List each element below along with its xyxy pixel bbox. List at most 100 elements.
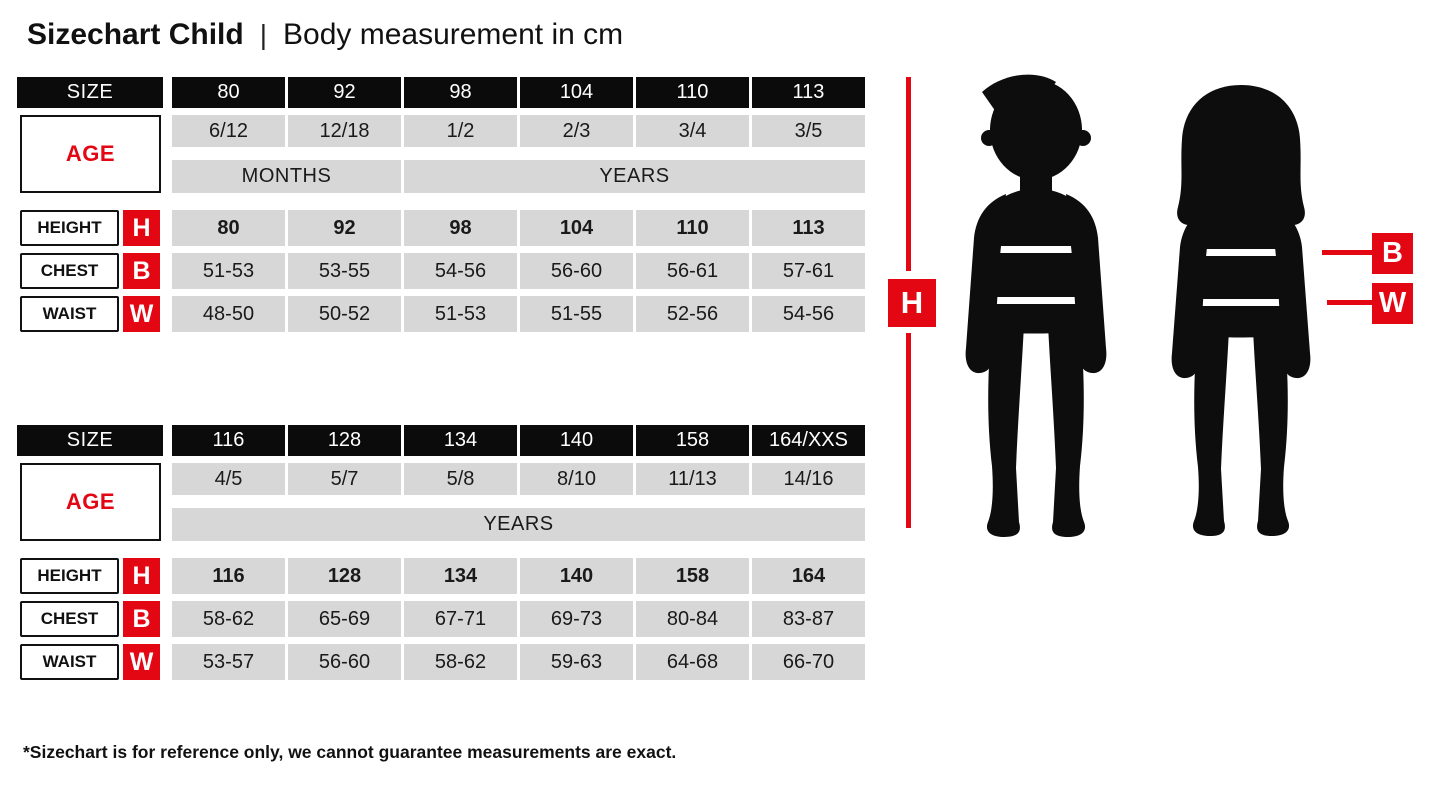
waist-value: 54-56	[752, 296, 865, 332]
size-value: 116	[172, 425, 285, 456]
age-value: 3/5	[752, 115, 865, 147]
height-value: 158	[636, 558, 749, 594]
age-units-row: MONTHS YEARS	[172, 160, 869, 193]
size-value: 80	[172, 77, 285, 108]
height-value: 128	[288, 558, 401, 594]
waist-row: WAIST W 48-50 50-52 51-53 51-55 52-56 54…	[20, 296, 869, 332]
size-value: 92	[288, 77, 401, 108]
size-value: 128	[288, 425, 401, 456]
height-marker-badge: H	[888, 279, 936, 327]
waist-value: 51-55	[520, 296, 633, 332]
disclaimer-footnote: *Sizechart is for reference only, we can…	[23, 742, 677, 762]
waist-value: 66-70	[752, 644, 865, 680]
age-value: 11/13	[636, 463, 749, 495]
height-value: 134	[404, 558, 517, 594]
chest-value: 53-55	[288, 253, 401, 289]
waist-label: WAIST	[20, 644, 119, 680]
waist-measure-line	[1327, 300, 1372, 305]
chest-row: CHEST B 51-53 53-55 54-56 56-60 56-61 57…	[20, 253, 869, 289]
chest-value: 67-71	[404, 601, 517, 637]
chest-row: CHEST B 58-62 65-69 67-71 69-73 80-84 83…	[20, 601, 869, 637]
chest-value: 51-53	[172, 253, 285, 289]
age-row: 6/12 12/18 1/2 2/3 3/4 3/5	[172, 115, 869, 147]
height-row: HEIGHT H 80 92 98 104 110 113	[20, 210, 869, 246]
size-header-row: SIZE 116 128 134 140 158 164/XXS	[17, 425, 869, 456]
chest-measure-line	[1322, 250, 1372, 255]
chest-value: 80-84	[636, 601, 749, 637]
age-value: 8/10	[520, 463, 633, 495]
size-value: 104	[520, 77, 633, 108]
chest-value: 58-62	[172, 601, 285, 637]
size-value: 140	[520, 425, 633, 456]
waist-letter-badge: W	[123, 296, 160, 332]
age-label: AGE	[20, 463, 161, 541]
height-value: 110	[636, 210, 749, 246]
height-letter-badge: H	[123, 558, 160, 594]
age-value: 5/8	[404, 463, 517, 495]
age-units-row: YEARS	[172, 508, 869, 541]
age-value: 14/16	[752, 463, 865, 495]
age-value: 1/2	[404, 115, 517, 147]
age-value: 5/7	[288, 463, 401, 495]
height-value: 116	[172, 558, 285, 594]
waist-value: 50-52	[288, 296, 401, 332]
chest-label: CHEST	[20, 253, 119, 289]
chest-marker-badge: B	[1372, 233, 1413, 274]
chest-value: 54-56	[404, 253, 517, 289]
boy-silhouette	[965, 74, 1107, 537]
size-value: 113	[752, 77, 865, 108]
chest-value: 57-61	[752, 253, 865, 289]
height-value: 113	[752, 210, 865, 246]
size-value: 110	[636, 77, 749, 108]
height-label: HEIGHT	[20, 210, 119, 246]
girl-silhouette	[1171, 85, 1311, 536]
title-subtitle: Body measurement in cm	[283, 18, 624, 51]
size-value: 158	[636, 425, 749, 456]
waist-value: 52-56	[636, 296, 749, 332]
age-value: 4/5	[172, 463, 285, 495]
height-value: 104	[520, 210, 633, 246]
chest-letter-badge: B	[123, 601, 160, 637]
chest-letter-badge: B	[123, 253, 160, 289]
chest-value: 56-61	[636, 253, 749, 289]
height-measure-line	[906, 333, 911, 528]
height-value: 80	[172, 210, 285, 246]
height-letter-badge: H	[123, 210, 160, 246]
chest-value: 65-69	[288, 601, 401, 637]
chest-value: 69-73	[520, 601, 633, 637]
waist-letter-badge: W	[123, 644, 160, 680]
sizechart-table-large: SIZE 116 128 134 140 158 164/XXS AGE 4/5…	[17, 425, 869, 687]
height-value: 98	[404, 210, 517, 246]
waist-value: 64-68	[636, 644, 749, 680]
waist-value: 51-53	[404, 296, 517, 332]
waist-label: WAIST	[20, 296, 119, 332]
age-value: 6/12	[172, 115, 285, 147]
page-title: Sizechart Child | Body measurement in cm	[27, 18, 623, 52]
waist-value: 58-62	[404, 644, 517, 680]
height-value: 164	[752, 558, 865, 594]
waist-value: 56-60	[288, 644, 401, 680]
waist-value: 59-63	[520, 644, 633, 680]
height-row: HEIGHT H 116 128 134 140 158 164	[20, 558, 869, 594]
waist-marker-badge: W	[1372, 283, 1413, 324]
age-row: 4/5 5/7 5/8 8/10 11/13 14/16	[172, 463, 869, 495]
title-main: Sizechart Child	[27, 18, 244, 51]
size-header: SIZE	[17, 77, 163, 108]
chest-label: CHEST	[20, 601, 119, 637]
sizechart-table-small: SIZE 80 92 98 104 110 113 AGE 6/12 12/18…	[17, 77, 869, 339]
chest-value: 56-60	[520, 253, 633, 289]
height-measure-line	[906, 77, 911, 271]
waist-value: 48-50	[172, 296, 285, 332]
chest-value: 83-87	[752, 601, 865, 637]
age-value: 2/3	[520, 115, 633, 147]
age-value: 3/4	[636, 115, 749, 147]
waist-value: 53-57	[172, 644, 285, 680]
waist-row: WAIST W 53-57 56-60 58-62 59-63 64-68 66…	[20, 644, 869, 680]
height-value: 92	[288, 210, 401, 246]
age-label: AGE	[20, 115, 161, 193]
size-header-row: SIZE 80 92 98 104 110 113	[17, 77, 869, 108]
title-separator: |	[259, 19, 267, 50]
years-unit-cell: YEARS	[172, 508, 865, 541]
months-unit-cell: MONTHS	[172, 160, 401, 193]
